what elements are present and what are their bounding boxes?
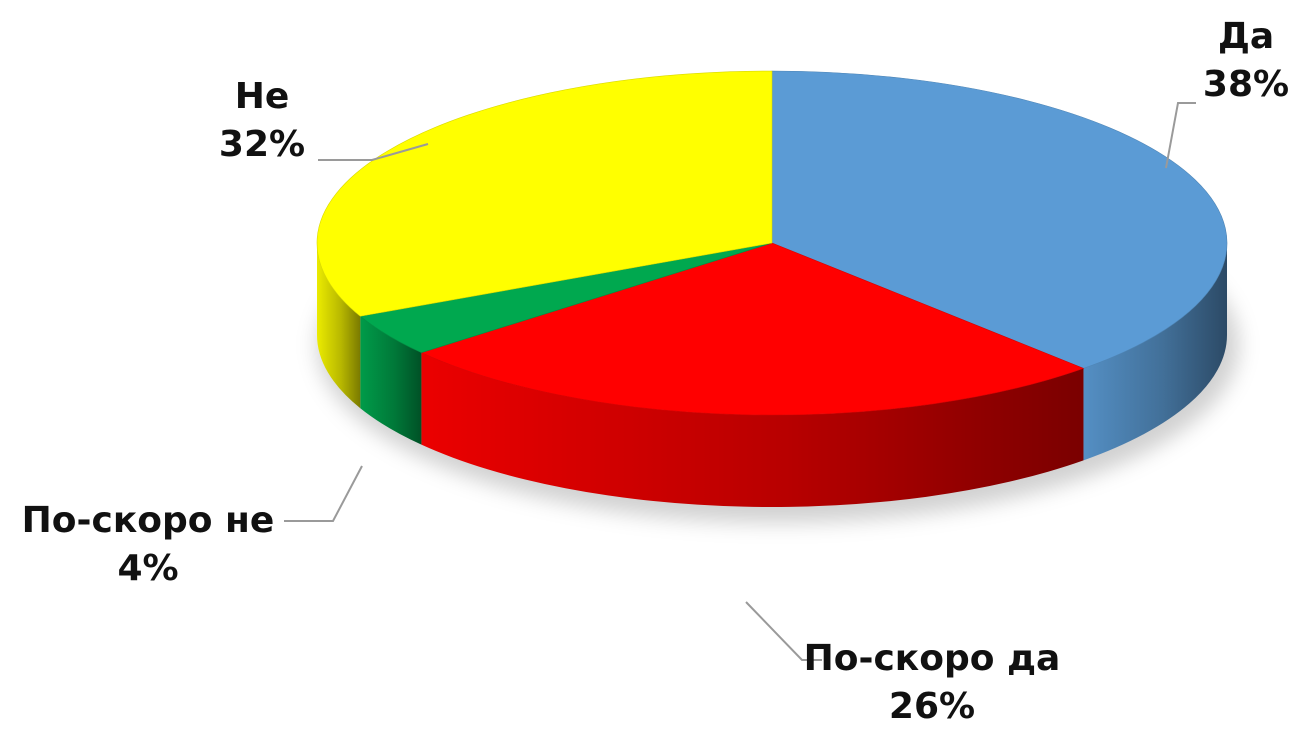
slice-4-percent-label: 32% [219,124,305,165]
slice-1-percent-label: 38% [1203,64,1289,105]
slice-3-percent-label: 4% [117,548,178,589]
slice-1-leader-line [1165,102,1196,169]
slice-4-side [317,243,361,409]
slice-1-side [1083,243,1227,461]
slice-2-category-label: По-скоро да [804,638,1061,679]
slice-2-percent-label: 26% [889,686,975,727]
slice-4-category-label: Не [235,76,290,117]
slice-1-category-label: Да [1218,16,1274,57]
slice-1-wedge [771,70,1228,369]
slice-2-wedge [420,242,1085,416]
slice-4-leader-line [318,143,429,161]
slice-3-category-label: По-скоро не [22,500,275,541]
slice-3-side [360,316,422,445]
slice-2-side [421,352,1084,507]
slice-3-leader-line [284,465,363,522]
slice-4-wedge [316,70,773,317]
slice-2-leader-line [745,601,822,661]
